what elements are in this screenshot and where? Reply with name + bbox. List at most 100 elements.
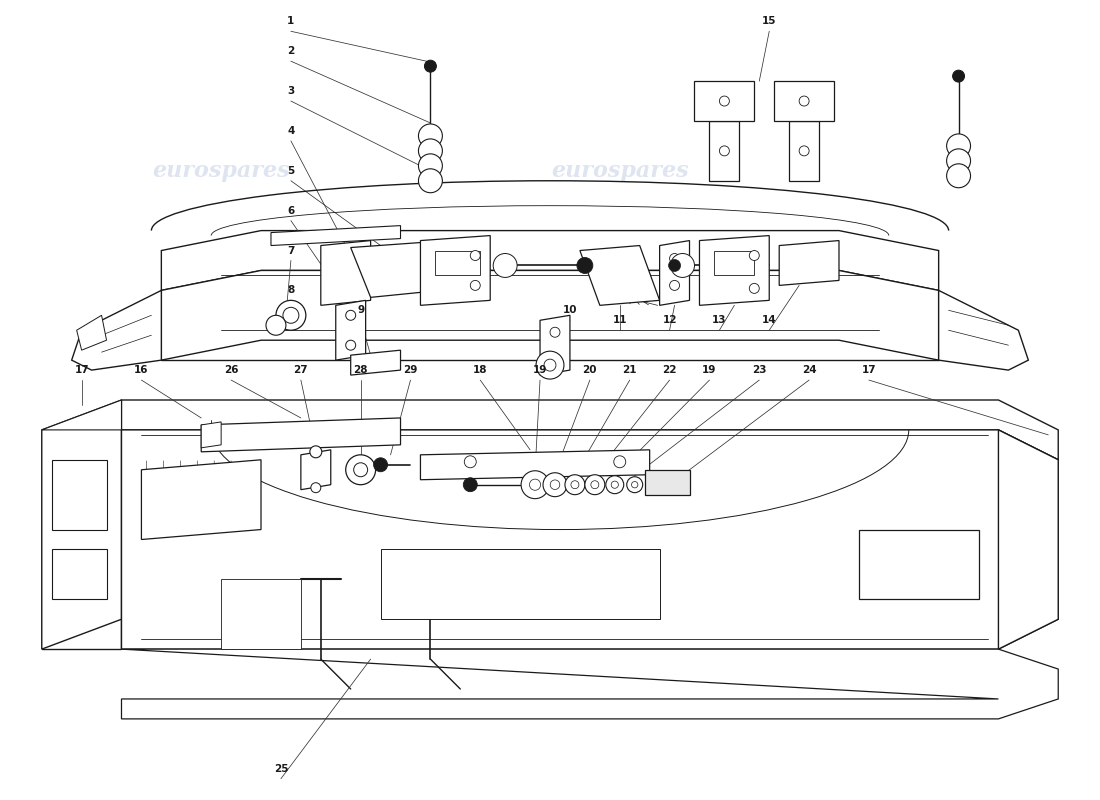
Polygon shape xyxy=(540,315,570,375)
Text: 16: 16 xyxy=(134,365,148,375)
Polygon shape xyxy=(162,230,938,290)
Circle shape xyxy=(425,60,437,72)
Circle shape xyxy=(529,479,540,490)
Circle shape xyxy=(471,281,481,290)
Polygon shape xyxy=(779,241,839,286)
Polygon shape xyxy=(694,81,755,121)
Text: 10: 10 xyxy=(563,306,578,315)
Text: 14: 14 xyxy=(762,315,777,326)
Circle shape xyxy=(418,169,442,193)
Text: 26: 26 xyxy=(224,365,239,375)
Polygon shape xyxy=(420,450,650,480)
Circle shape xyxy=(463,478,477,492)
Text: 17: 17 xyxy=(75,365,89,375)
Polygon shape xyxy=(72,290,162,370)
Text: 6: 6 xyxy=(287,206,295,216)
Circle shape xyxy=(493,254,517,278)
Polygon shape xyxy=(789,121,820,181)
Polygon shape xyxy=(700,235,769,306)
Circle shape xyxy=(521,470,549,498)
Text: 15: 15 xyxy=(762,16,777,26)
Circle shape xyxy=(749,250,759,261)
Circle shape xyxy=(571,481,579,489)
Text: 23: 23 xyxy=(752,365,767,375)
Circle shape xyxy=(719,146,729,156)
Polygon shape xyxy=(710,121,739,181)
Text: eurospares: eurospares xyxy=(152,160,290,182)
Polygon shape xyxy=(271,226,400,246)
Circle shape xyxy=(310,446,322,458)
Text: 28: 28 xyxy=(353,365,367,375)
Polygon shape xyxy=(301,450,331,490)
Text: 22: 22 xyxy=(662,365,676,375)
Text: 24: 24 xyxy=(802,365,816,375)
Text: 2: 2 xyxy=(287,46,295,56)
Text: 29: 29 xyxy=(404,365,418,375)
Circle shape xyxy=(670,254,680,263)
Polygon shape xyxy=(420,235,491,306)
Circle shape xyxy=(418,154,442,178)
Circle shape xyxy=(345,455,375,485)
Circle shape xyxy=(585,474,605,494)
Circle shape xyxy=(799,146,810,156)
Polygon shape xyxy=(42,430,121,649)
Circle shape xyxy=(719,96,729,106)
Circle shape xyxy=(418,124,442,148)
Circle shape xyxy=(799,96,810,106)
Text: 19: 19 xyxy=(532,365,547,375)
Circle shape xyxy=(606,476,624,494)
Text: eurospares: eurospares xyxy=(152,509,290,530)
Text: eurospares: eurospares xyxy=(551,160,689,182)
Circle shape xyxy=(550,480,560,490)
Circle shape xyxy=(947,134,970,158)
Circle shape xyxy=(614,456,626,468)
Bar xyxy=(221,579,301,649)
Circle shape xyxy=(576,258,593,274)
Text: 3: 3 xyxy=(287,86,295,96)
Text: 21: 21 xyxy=(623,365,637,375)
Circle shape xyxy=(266,315,286,335)
Circle shape xyxy=(565,474,585,494)
Text: 12: 12 xyxy=(662,315,676,326)
Bar xyxy=(645,470,690,494)
Circle shape xyxy=(544,359,556,371)
Text: 19: 19 xyxy=(702,365,716,375)
Circle shape xyxy=(631,482,638,488)
Polygon shape xyxy=(42,400,121,649)
Circle shape xyxy=(671,254,694,278)
Circle shape xyxy=(550,327,560,338)
Circle shape xyxy=(345,340,355,350)
Polygon shape xyxy=(201,422,221,448)
Polygon shape xyxy=(77,315,107,350)
Polygon shape xyxy=(162,270,938,360)
Text: 11: 11 xyxy=(613,315,627,326)
Polygon shape xyxy=(121,649,1058,719)
Polygon shape xyxy=(121,400,1058,460)
Polygon shape xyxy=(580,246,660,306)
Polygon shape xyxy=(321,241,371,306)
Text: eurospares: eurospares xyxy=(551,509,689,530)
Circle shape xyxy=(471,250,481,261)
Polygon shape xyxy=(201,418,400,452)
Text: 9: 9 xyxy=(358,306,364,315)
Text: 5: 5 xyxy=(287,166,295,176)
Bar xyxy=(52,460,107,530)
Circle shape xyxy=(947,149,970,173)
Circle shape xyxy=(612,481,618,488)
Polygon shape xyxy=(999,430,1058,649)
Polygon shape xyxy=(142,460,261,539)
Polygon shape xyxy=(938,290,1028,370)
Polygon shape xyxy=(42,400,121,430)
Circle shape xyxy=(354,462,367,477)
Polygon shape xyxy=(351,242,440,298)
Text: 13: 13 xyxy=(712,315,727,326)
Bar xyxy=(52,550,107,599)
Text: 4: 4 xyxy=(287,126,295,136)
Text: 8: 8 xyxy=(287,286,295,295)
Circle shape xyxy=(418,139,442,163)
Polygon shape xyxy=(351,350,400,375)
Circle shape xyxy=(947,164,970,188)
Bar xyxy=(381,550,660,619)
Polygon shape xyxy=(336,300,365,360)
Text: 17: 17 xyxy=(861,365,877,375)
